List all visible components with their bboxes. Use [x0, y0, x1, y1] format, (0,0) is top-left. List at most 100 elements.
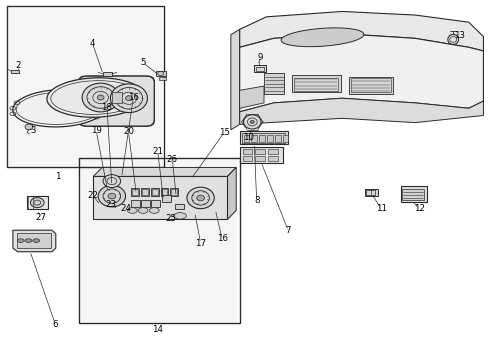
Bar — [239, 131, 288, 144]
Text: 5: 5 — [140, 58, 145, 67]
Bar — [93, 176, 227, 220]
Bar — [141, 188, 149, 196]
Bar — [156, 71, 165, 76]
Bar — [266, 135, 272, 141]
Bar — [17, 233, 51, 248]
Ellipse shape — [30, 198, 44, 208]
Bar — [242, 149, 252, 154]
Polygon shape — [239, 98, 483, 125]
Bar — [255, 149, 264, 154]
Text: 12: 12 — [413, 204, 424, 213]
Bar — [11, 69, 19, 73]
Polygon shape — [47, 78, 144, 117]
Ellipse shape — [97, 95, 104, 100]
Text: 16: 16 — [216, 234, 227, 243]
Bar — [267, 156, 277, 161]
Bar — [161, 189, 167, 195]
Bar — [350, 78, 390, 93]
Text: 27: 27 — [35, 213, 46, 222]
Bar — [81, 160, 237, 321]
Ellipse shape — [98, 185, 125, 207]
Bar — [152, 189, 158, 195]
Text: 25: 25 — [164, 213, 176, 222]
Bar — [267, 149, 277, 154]
Bar — [348, 77, 392, 94]
Bar — [112, 92, 122, 103]
Polygon shape — [239, 86, 264, 108]
Polygon shape — [93, 167, 236, 176]
Bar — [254, 65, 265, 72]
Ellipse shape — [33, 239, 40, 242]
Bar — [6, 6, 163, 167]
Bar — [142, 189, 148, 195]
Text: 20: 20 — [122, 127, 134, 136]
Text: 23: 23 — [105, 199, 116, 208]
Bar — [9, 8, 161, 166]
Bar — [292, 75, 340, 92]
Ellipse shape — [110, 84, 147, 113]
Text: 19: 19 — [91, 126, 102, 135]
Bar — [170, 188, 178, 196]
Text: 7: 7 — [285, 226, 290, 235]
Bar — [131, 200, 140, 207]
Ellipse shape — [125, 96, 132, 101]
Polygon shape — [230, 30, 239, 130]
Bar — [242, 156, 252, 161]
Ellipse shape — [250, 121, 254, 123]
Ellipse shape — [108, 193, 116, 199]
Text: 8: 8 — [253, 196, 259, 205]
Bar — [259, 135, 264, 141]
Text: 10: 10 — [243, 133, 253, 142]
Bar — [255, 156, 264, 161]
Polygon shape — [227, 167, 236, 220]
Text: 3: 3 — [30, 126, 36, 135]
Ellipse shape — [103, 175, 121, 188]
Ellipse shape — [243, 115, 261, 129]
FancyBboxPatch shape — [79, 76, 154, 126]
Text: 6: 6 — [52, 320, 58, 329]
Ellipse shape — [186, 187, 214, 209]
Bar — [251, 135, 257, 141]
Bar — [28, 197, 33, 209]
Bar — [27, 196, 47, 210]
Bar — [400, 186, 427, 202]
Bar — [158, 77, 165, 80]
Text: 2: 2 — [16, 62, 21, 71]
Bar — [282, 135, 288, 141]
Text: 21: 21 — [152, 147, 163, 156]
Ellipse shape — [173, 213, 186, 219]
Text: 16: 16 — [127, 93, 139, 102]
Text: 24: 24 — [120, 204, 131, 213]
Bar — [151, 188, 158, 196]
Text: 14: 14 — [152, 325, 163, 334]
Bar — [171, 189, 177, 195]
Bar — [160, 188, 168, 196]
Ellipse shape — [17, 239, 24, 242]
Bar — [274, 135, 280, 141]
Bar — [255, 67, 263, 71]
Text: 9: 9 — [257, 53, 262, 62]
Ellipse shape — [138, 208, 148, 213]
Bar — [103, 72, 112, 76]
Polygon shape — [239, 12, 483, 51]
Ellipse shape — [127, 208, 137, 213]
Bar — [239, 147, 282, 163]
Bar — [264, 73, 284, 94]
Polygon shape — [13, 90, 105, 127]
Ellipse shape — [25, 239, 32, 242]
Text: 26: 26 — [166, 155, 178, 164]
Bar — [294, 78, 337, 91]
Text: 1: 1 — [55, 172, 61, 181]
Bar — [366, 190, 374, 195]
Ellipse shape — [447, 35, 458, 44]
Bar — [131, 188, 139, 196]
Bar — [175, 204, 183, 210]
Bar — [243, 135, 249, 141]
Bar — [241, 133, 285, 143]
Text: 18: 18 — [102, 103, 112, 112]
Text: 13: 13 — [453, 31, 464, 40]
Bar — [132, 189, 138, 195]
Text: 4: 4 — [89, 39, 95, 48]
Bar — [365, 189, 377, 196]
Bar — [401, 189, 424, 201]
